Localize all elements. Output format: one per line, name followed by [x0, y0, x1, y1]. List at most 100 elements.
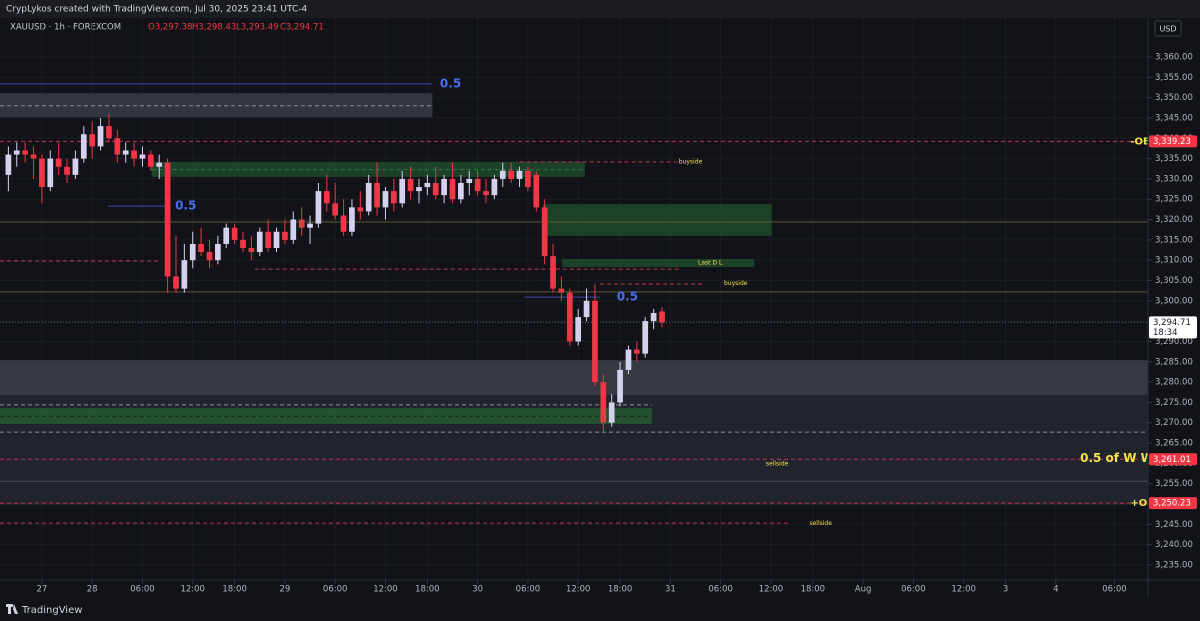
annotation: 0.5 [440, 76, 461, 90]
candle-body [147, 154, 154, 167]
zone [562, 258, 755, 268]
candle-body [206, 252, 213, 261]
candle-body [256, 231, 263, 253]
zone [0, 93, 433, 118]
y-tick-label: 3,300.00 [1155, 296, 1193, 306]
candle-body [340, 215, 347, 232]
candle-body [231, 227, 238, 240]
ohlc-value: C3,294.71 [280, 23, 324, 33]
annotation: 0.5 of W W [1080, 451, 1154, 465]
y-tick-label: 3,240.00 [1155, 540, 1193, 550]
candle-body [72, 158, 79, 175]
candle-body [499, 170, 506, 179]
y-tick-label: 3,245.00 [1155, 520, 1193, 530]
candle-body [525, 170, 531, 188]
candle-body [592, 300, 598, 383]
annotation: buyside [679, 158, 703, 165]
x-tick-label: 18:00 [415, 585, 440, 595]
candle-body [583, 300, 590, 318]
candle-body [198, 243, 204, 253]
candle-body [5, 154, 12, 175]
y-tick-label: 3,310.00 [1155, 256, 1193, 266]
candle-body [332, 203, 339, 216]
y-tick-label: 3,270.00 [1155, 418, 1193, 428]
x-tick-label: 18:00 [222, 585, 247, 595]
candle-body [97, 126, 104, 147]
candle-body [265, 231, 271, 249]
price-label-box [1149, 316, 1197, 339]
candle-body [374, 182, 380, 208]
notes-layer: 0.5 0.5 0.5 buyside Last D L buyside sellside s… [175, 76, 1155, 527]
candle-body [181, 260, 188, 289]
candle-body [273, 231, 280, 249]
y-tick-label: 3,290.00 [1155, 337, 1193, 347]
ohlc-value: O3,297.38 [148, 23, 193, 33]
candle-body [47, 158, 54, 188]
candle-body [458, 182, 464, 200]
y-tick-label: 3,320.00 [1155, 215, 1193, 225]
y-tick-label: 3,285.00 [1155, 357, 1193, 367]
currency: USD [1159, 25, 1176, 34]
candle-body [55, 158, 62, 167]
annotation: sellside [766, 461, 789, 468]
candle-body [89, 134, 96, 147]
candles-layer [5, 113, 665, 431]
candle-body [399, 178, 406, 204]
x-tick-label: 27 [36, 585, 47, 595]
footer-brand: TradingView [21, 605, 82, 616]
zone [151, 161, 585, 177]
price-label: 3,294.71 [1153, 318, 1191, 328]
levels-layer [0, 83, 1148, 524]
y-tick-label: 3,355.00 [1155, 73, 1193, 83]
candle-body [349, 207, 355, 232]
ohlc-value: H3,298.43 [192, 23, 236, 33]
candle-body [508, 170, 515, 179]
candle-body [131, 150, 137, 159]
candle-body [550, 256, 556, 289]
candle-body [575, 317, 582, 342]
candle-body [357, 207, 364, 212]
tv-logo [6, 604, 18, 614]
candle-body [298, 219, 305, 228]
annotation: 0.5 [617, 290, 638, 304]
candle-body [22, 150, 28, 155]
candle-body [566, 292, 573, 342]
price-label-box [1149, 453, 1197, 466]
candle-body [315, 191, 322, 224]
candle-body [290, 219, 297, 240]
candle-body [650, 313, 657, 322]
candle-body [248, 248, 255, 253]
x-tick-label: 06:00 [516, 585, 541, 595]
y-tick-label: 3,350.00 [1155, 93, 1193, 103]
annotation: buyside [724, 280, 748, 287]
candle-body [642, 321, 649, 354]
currency-box[interactable] [1154, 20, 1182, 37]
candle-body [282, 231, 288, 240]
x-tick-label: 12:00 [566, 585, 591, 595]
footer-bar [0, 598, 1200, 621]
y-tick-label: 3,255.00 [1155, 479, 1193, 489]
x-tick-label: 12:00 [759, 585, 784, 595]
x-tick-label: 18:00 [608, 585, 633, 595]
x-tick-label: 29 [279, 585, 290, 595]
candle-body [617, 369, 623, 403]
candle-body [164, 162, 171, 277]
price-label: 3,250.23 [1153, 499, 1191, 509]
countdown: 18:34 [1153, 328, 1178, 338]
zone [0, 360, 1148, 396]
candle-body [173, 276, 179, 289]
zone [542, 204, 772, 236]
candle-body [659, 311, 665, 323]
candle-body [633, 349, 640, 354]
candle-body [307, 223, 313, 228]
y-tick-label: 3,360.00 [1155, 53, 1193, 63]
candle-body [114, 138, 121, 155]
candle-body [491, 178, 498, 196]
x-tick-label: 12:00 [373, 585, 398, 595]
candle-body [139, 154, 146, 159]
candle-body [608, 402, 615, 423]
candle-body [390, 191, 397, 204]
y-tick-label: 3,325.00 [1155, 195, 1193, 205]
